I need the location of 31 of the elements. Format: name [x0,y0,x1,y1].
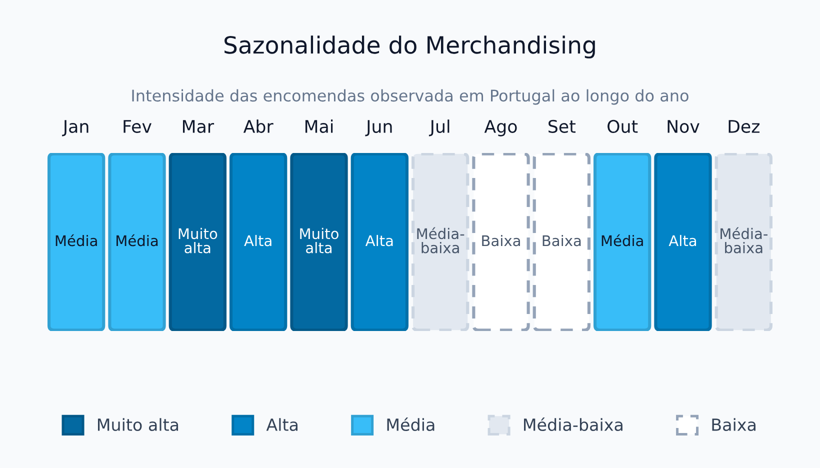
annotation: Baixa [542,234,581,246]
chart-title: Sazonalidade do Merchandising [224,36,595,58]
annotation: Média [56,234,97,246]
legend-label: Alta [266,418,298,432]
annotation: Média [602,234,643,246]
annotation: Alta [244,234,272,246]
x-tick-label: Jan [62,120,88,136]
annotation: Média [116,234,158,246]
x-tick-label: Abr [243,120,274,133]
annotation: Muito alta [178,228,218,254]
annotation: Média-baixa [417,227,464,254]
annotation: Alta [668,234,696,246]
legend-label: Muito alta [98,418,178,432]
x-tick-label: Jul [428,120,450,136]
x-tick-label: Out [608,120,638,133]
x-tick-label: Jun [365,120,392,136]
annotation: Muito alta [300,228,338,254]
x-tick-label: Nov [668,120,700,133]
annotation: Média-baixa [720,227,768,254]
legend-label: Média-baixa [524,417,622,432]
x-tick-label: Dez [728,120,760,133]
chart-subtitle: Intensidade das encomendas observada em Portugal ao longo do ano [132,89,688,105]
x-tick-label: Mar [182,120,214,133]
annotation: Alta [365,234,393,246]
x-tick-label: Set [548,120,576,133]
x-tick-label: Fev [124,120,152,133]
annotation: Baixa [482,234,520,246]
legend-label: Média [387,417,434,432]
x-tick-label: Ago [484,120,517,136]
legend-label: Baixa [712,418,756,432]
x-tick-label: Mai [305,120,333,133]
